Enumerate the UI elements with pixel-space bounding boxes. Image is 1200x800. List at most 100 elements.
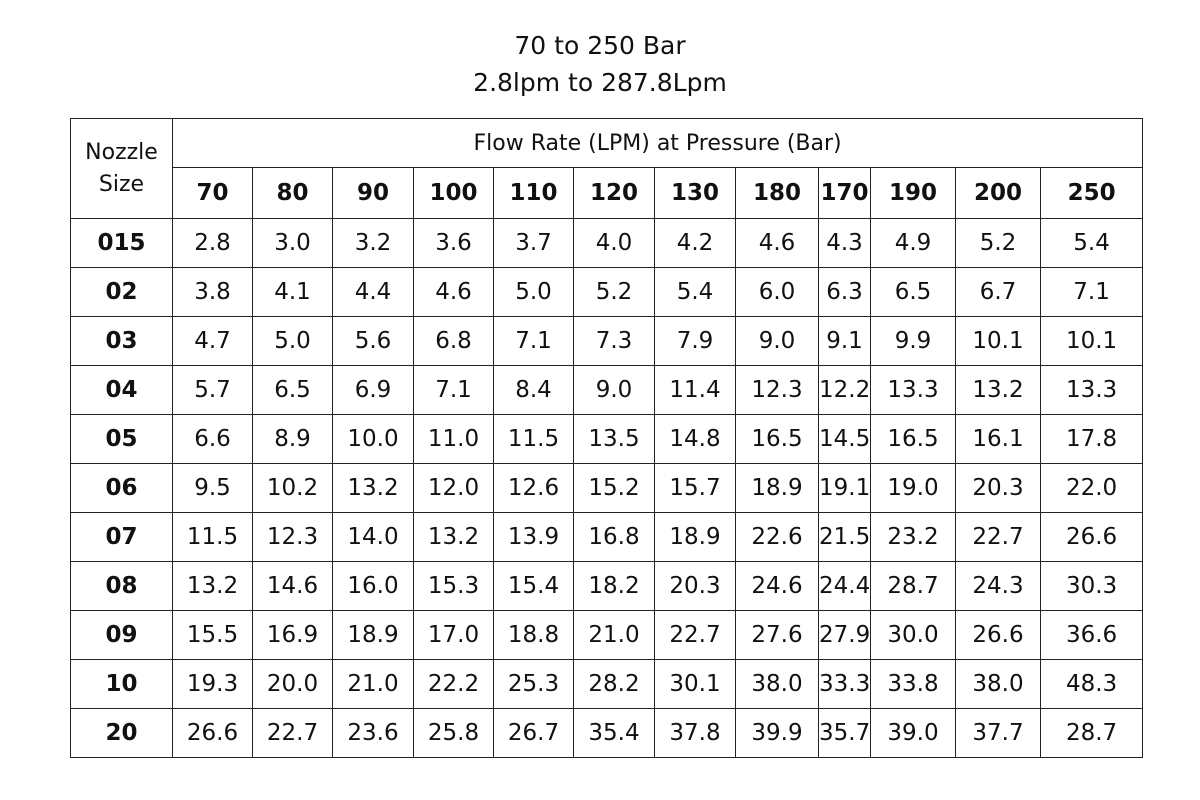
flow-cell: 24.4 [818,561,871,611]
flow-cell: 26.6 [1039,512,1144,562]
flow-cell: 11.4 [654,365,736,415]
data-row: 05 6.6 8.9 10.0 11.0 11.5 13.5 14.8 16.5 14.5 16.5… [70,414,1144,464]
flow-cell: 13.9 [493,512,574,562]
flow-cell: 21.0 [332,659,414,709]
flow-cell: 12.6 [493,463,574,513]
flow-cell: 5.2 [955,218,1041,268]
flow-cell: 3.6 [413,218,494,268]
flow-cell: 8.4 [493,365,574,415]
flow-cell: 10.0 [332,414,414,464]
title-line: 2.8lpm to 287.8Lpm [473,68,727,97]
flow-cell: 6.6 [172,414,253,464]
flow-cell: 3.8 [172,267,253,317]
flow-cell: 16.5 [870,414,956,464]
flow-cell: 11.0 [413,414,494,464]
data-row: 03 4.7 5.0 5.6 6.8 7.1 7.3 7.9 9.0 9.1 9.9 10.1 10.1 [70,316,1144,366]
flow-cell: 5.4 [1039,218,1144,268]
flow-cell: 23.2 [870,512,956,562]
flow-cell: 15.7 [654,463,736,513]
flow-cell: 17.0 [413,610,494,660]
flow-cell: 11.5 [493,414,574,464]
flow-cell: 7.1 [1039,267,1144,317]
flow-cell: 4.9 [870,218,956,268]
flow-cell: 39.0 [870,708,956,758]
flow-cell: 7.9 [654,316,736,366]
flow-cell: 21.0 [573,610,655,660]
nozzle-size: 09 [70,610,173,660]
flow-cell: 16.5 [735,414,819,464]
flow-cell: 20.0 [252,659,333,709]
flow-table: Nozzle Size Flow Rate (LPM) at Pressure … [70,118,1144,758]
data-row: 10 19.3 20.0 21.0 22.2 25.3 28.2 30.1 38.0 33.3 33… [70,659,1144,709]
flow-cell: 26.6 [955,610,1041,660]
flow-cell: 15.5 [172,610,253,660]
flow-cell: 4.7 [172,316,253,366]
corner-header: Nozzle Size [70,118,173,219]
flow-cell: 9.9 [870,316,956,366]
flow-cell: 12.3 [735,365,819,415]
flow-cell: 6.0 [735,267,819,317]
flow-cell: 28.7 [1039,708,1144,758]
flow-cell: 14.0 [332,512,414,562]
flow-cell: 48.3 [1039,659,1144,709]
column-header: 80 [252,167,333,219]
flow-cell: 26.6 [172,708,253,758]
data-row: 015 2.8 3.0 3.2 3.6 3.7 4.0 4.2 4.6 4.3 4.9 5.2 5.4 [70,218,1144,268]
header-row: Nozzle Size Flow Rate (LPM) at Pressure … [70,118,1144,219]
flow-cell: 30.3 [1039,561,1144,611]
flow-cell: 33.3 [818,659,871,709]
flow-cell: 19.3 [172,659,253,709]
flow-cell: 23.6 [332,708,414,758]
flow-cell: 22.0 [1039,463,1144,513]
flow-cell: 22.7 [654,610,736,660]
flow-cell: 8.9 [252,414,333,464]
flow-cell: 37.7 [955,708,1041,758]
flow-cell: 22.7 [955,512,1041,562]
flow-cell: 16.1 [955,414,1041,464]
flow-cell: 13.5 [573,414,655,464]
flow-cell: 5.0 [493,267,574,317]
flow-cell: 27.9 [818,610,871,660]
flow-cell: 5.0 [252,316,333,366]
flow-cell: 4.0 [573,218,655,268]
flow-cell: 21.5 [818,512,871,562]
data-row: 02 3.8 4.1 4.4 4.6 5.0 5.2 5.4 6.0 6.3 6.5 6.7 7.1 [70,267,1144,317]
flow-cell: 6.8 [413,316,494,366]
flow-cell: 4.1 [252,267,333,317]
flow-cell: 2.8 [172,218,253,268]
flow-cell: 16.8 [573,512,655,562]
flow-cell: 39.9 [735,708,819,758]
flow-cell: 13.3 [870,365,956,415]
flow-cell: 7.3 [573,316,655,366]
column-header: 170 [818,167,871,219]
flow-cell: 10.1 [1039,316,1144,366]
flow-cell: 4.3 [818,218,871,268]
flow-cell: 28.2 [573,659,655,709]
flow-cell: 38.0 [955,659,1041,709]
flow-cell: 13.2 [172,561,253,611]
flow-cell: 14.8 [654,414,736,464]
nozzle-size: 04 [70,365,173,415]
flow-cell: 10.1 [955,316,1041,366]
flow-cell: 6.5 [870,267,956,317]
flow-cell: 14.5 [818,414,871,464]
column-header: 200 [955,167,1041,219]
flow-cell: 38.0 [735,659,819,709]
flow-cell: 12.2 [818,365,871,415]
flow-cell: 30.1 [654,659,736,709]
flow-cell: 28.7 [870,561,956,611]
column-header: 90 [332,167,414,219]
flow-cell: 24.3 [955,561,1041,611]
data-row: 04 5.7 6.5 6.9 7.1 8.4 9.0 11.4 12.3 12.2 13.3 13.2… [70,365,1144,415]
column-header: 120 [573,167,655,219]
flow-cell: 12.3 [252,512,333,562]
flow-cell: 15.4 [493,561,574,611]
flow-cell: 9.1 [818,316,871,366]
flow-cell: 20.3 [955,463,1041,513]
nozzle-size: 02 [70,267,173,317]
flow-cell: 19.0 [870,463,956,513]
flow-cell: 13.2 [413,512,494,562]
header-row: 70 80 90 100 110 120 130 180 170 190 200 250 [71,167,1144,219]
flow-cell: 35.4 [573,708,655,758]
flow-cell: 26.7 [493,708,574,758]
